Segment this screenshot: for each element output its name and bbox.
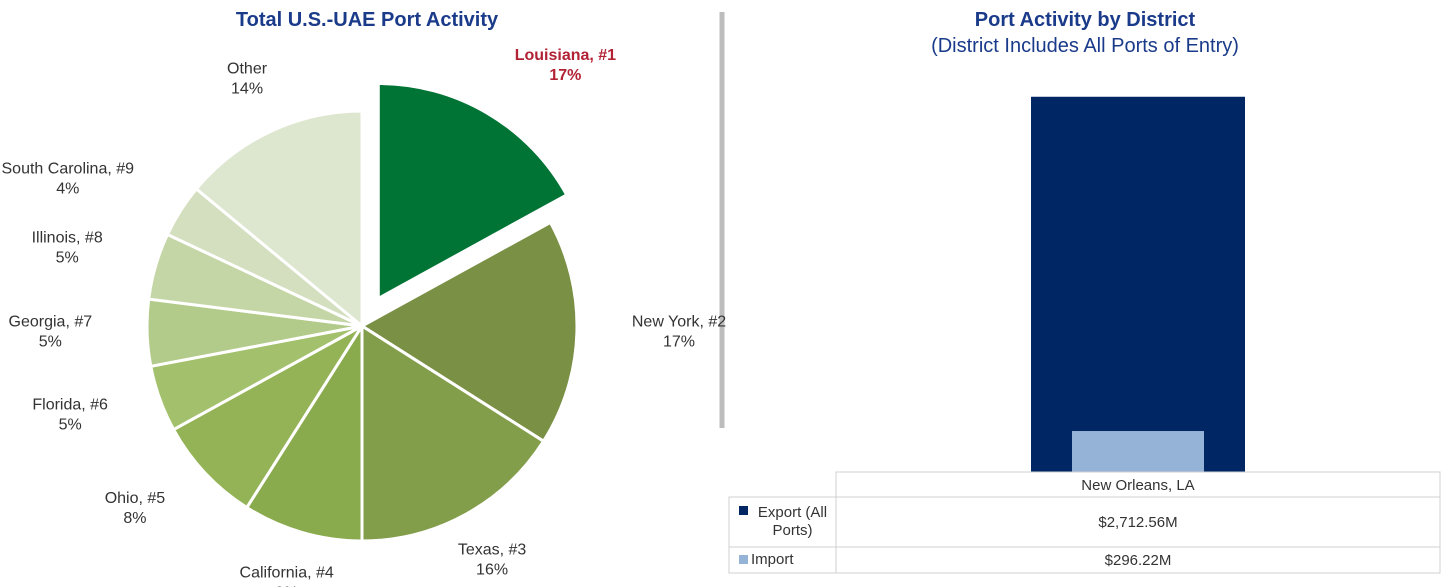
slice-value-label: 5%: [59, 416, 82, 433]
chart-title: Total U.S.-UAE Port Activity: [236, 9, 499, 31]
pie-slice: [376, 81, 569, 301]
chart-subtitle: (District Includes All Ports of Entry): [931, 35, 1239, 57]
slice-label: Ohio, #5: [105, 490, 166, 507]
slice-value-label: 9%: [275, 584, 298, 587]
slice-label: Texas, #3: [458, 542, 527, 559]
pie-slice: [171, 324, 364, 510]
pie-slice: [244, 320, 364, 543]
pie-slice: [360, 323, 546, 543]
slice-label: Georgia, #7: [9, 313, 93, 330]
legend-entry: Import: [751, 551, 794, 568]
chart-title: Port Activity by District: [975, 9, 1196, 31]
table-header: New Orleans, LA: [1081, 477, 1194, 494]
bar: [1072, 431, 1204, 472]
pie-slice: [359, 220, 579, 444]
legend-entry-box: Import: [751, 551, 794, 568]
legend-swatch: [739, 506, 748, 515]
table-value: $296.22M: [1105, 552, 1172, 569]
table-border: [728, 496, 837, 574]
slice-value-label: 4%: [56, 180, 79, 197]
pie-slice: [194, 109, 364, 330]
slice-label: Louisiana, #1: [515, 47, 616, 64]
slice-value-label: 5%: [56, 250, 79, 267]
slice-value-label: 8%: [123, 510, 146, 527]
slice-value-label: 17%: [549, 67, 581, 84]
slice-value-label: 5%: [39, 333, 62, 350]
slice-value-label: 14%: [231, 81, 263, 98]
slice-label: Florida, #6: [32, 396, 108, 413]
slice-label: Other: [227, 61, 268, 78]
data-table: New Orleans, LA Export (All Ports) $2,712.…: [728, 471, 1441, 574]
legend-swatch: [739, 555, 748, 564]
bar: [1031, 96, 1245, 472]
legend-entry: Export (All Ports): [757, 504, 828, 539]
slice-label: Illinois, #8: [32, 230, 103, 247]
legend-entry-box: Export (All Ports): [757, 504, 828, 539]
slice-value-label: 16%: [476, 562, 508, 579]
slice-label: South Carolina, #9: [2, 160, 135, 177]
table-value: $2,712.56M: [1098, 514, 1177, 531]
slice-label: California, #4: [240, 564, 334, 581]
slice-label: New York, #2: [632, 313, 726, 330]
slice-value-label: 17%: [663, 333, 695, 350]
